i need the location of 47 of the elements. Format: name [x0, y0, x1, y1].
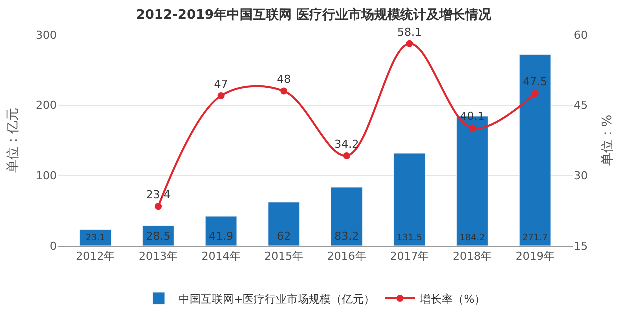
bar	[205, 216, 238, 246]
y2-tick-label: 15	[574, 240, 588, 253]
y-tick-label: 200	[36, 99, 57, 112]
y-tick-label: 300	[36, 28, 57, 42]
y2-tick-label: 30	[574, 170, 588, 183]
data-label: 184.2	[460, 234, 486, 244]
y-axis-title: 单位：亿元	[6, 108, 21, 173]
point	[280, 88, 288, 95]
legend-label: 中国互联网+医疗行业市场规模（亿元）	[179, 292, 376, 306]
chart-title: 2012-2019年中国互联网 医疗行业市场规模统计及增长情况	[136, 6, 493, 23]
x-tick-label: 2015年	[264, 250, 304, 264]
y-tick-label: 0	[50, 240, 57, 253]
data-label: 41.9	[209, 230, 234, 243]
point	[154, 203, 162, 210]
bar	[330, 187, 363, 246]
x-tick-label: 2013年	[138, 250, 178, 264]
data-label: 131.5	[397, 234, 422, 244]
point	[406, 40, 414, 48]
data-label: 34.2	[334, 138, 360, 151]
x-tick-label: 2012年	[76, 250, 116, 264]
x-tick-label: 2018年	[453, 250, 492, 264]
data-label: 62	[277, 230, 292, 243]
data-label: 83.2	[334, 230, 360, 243]
point	[343, 152, 350, 160]
bar	[80, 230, 112, 246]
data-label: 48	[277, 73, 292, 86]
bar	[394, 153, 426, 246]
y2-tick-label: 60	[574, 28, 588, 42]
x-tick-label: 2017年	[390, 250, 430, 264]
data-label: 47	[214, 78, 228, 91]
y2-tick-label: 45	[574, 99, 588, 112]
data-label: 28.5	[146, 230, 171, 243]
point	[469, 124, 476, 132]
y-tick-label: 100	[36, 170, 57, 183]
x-tick-label: 2016年	[327, 250, 366, 264]
data-label: 23.1	[86, 234, 106, 244]
point	[532, 90, 539, 98]
y2-axis-title: 单位：%	[600, 114, 616, 166]
data-label: 271.7	[522, 234, 548, 244]
data-label: 58.1	[397, 26, 422, 39]
legend-label: 增长率（%）	[419, 292, 486, 306]
data-label: 47.5	[523, 75, 548, 88]
point	[218, 92, 225, 100]
x-tick-label: 2014年	[202, 250, 241, 264]
bar	[268, 202, 300, 246]
x-tick-label: 2019年	[516, 250, 555, 264]
bar	[519, 54, 552, 246]
